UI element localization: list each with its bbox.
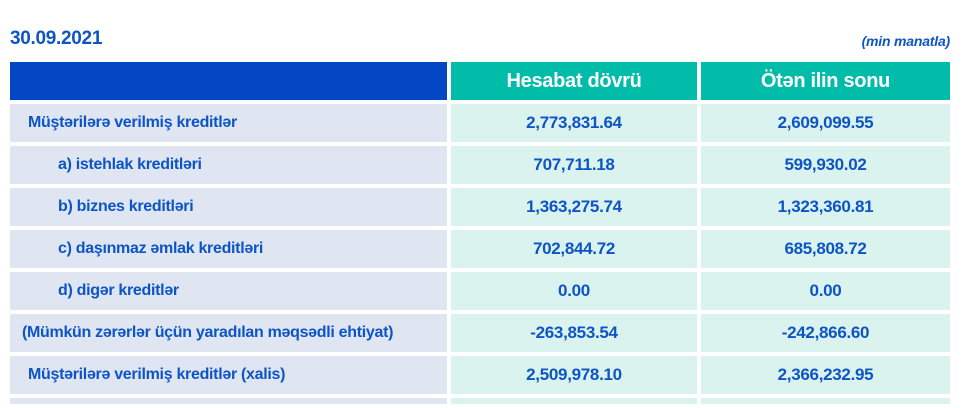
row-label: a) istehlak kreditləri [10,146,447,184]
row-value-previous: 599,930.02 [701,146,950,184]
row-value-previous [701,398,950,404]
row-value-previous: 2,366,232.95 [701,356,950,394]
row-value-previous: 685,808.72 [701,230,950,268]
unit-note: (min manatla) [861,33,951,49]
table-row-loans-total: Müştərilərə verilmiş kreditlər 2,773,831… [10,104,950,142]
report-date: 30.09.2021 [10,28,103,49]
row-label: b) biznes kreditləri [10,188,447,226]
table-row-loss-reserve: (Mümkün zərərlər üçün yaradılan məqsədli… [10,314,950,352]
table-header-row: Hesabat dövrü Ötən ilin sonu [10,62,950,100]
table-row-loans-net: Müştərilərə verilmiş kreditlər (xalis) 2… [10,356,950,394]
row-value-current: 2,509,978.10 [451,356,697,394]
row-label: (Mümkün zərərlər üçün yaradılan məqsədli… [10,314,447,352]
row-label: Müştərilərə verilmiş kreditlər [10,104,447,142]
row-label: c) daşınmaz əmlak kreditləri [10,230,447,268]
row-label [10,398,447,404]
row-value-current: -263,853.54 [451,314,697,352]
financial-table: Hesabat dövrü Ötən ilin sonu Müştərilərə… [10,62,950,404]
row-value-previous: -242,866.60 [701,314,950,352]
row-value-current: 707,711.18 [451,146,697,184]
table-row-consumer-loans: a) istehlak kreditləri 707,711.18 599,93… [10,146,950,184]
column-header-current: Hesabat dövrü [451,62,697,100]
row-value-current: 702,844.72 [451,230,697,268]
table-row-partial-cutoff [10,398,950,404]
column-header-previous: Ötən ilin sonu [701,62,950,100]
row-value-previous: 2,609,099.55 [701,104,950,142]
row-value-current: 2,773,831.64 [451,104,697,142]
table-row-business-loans: b) biznes kreditləri 1,363,275.74 1,323,… [10,188,950,226]
table-row-real-estate-loans: c) daşınmaz əmlak kreditləri 702,844.72 … [10,230,950,268]
table-corner-cell [10,62,447,100]
row-value-current: 0.00 [451,272,697,310]
row-value-current [451,398,697,404]
row-label: Müştərilərə verilmiş kreditlər (xalis) [10,356,447,394]
row-value-previous: 0.00 [701,272,950,310]
table-row-other-loans: d) digər kreditlər 0.00 0.00 [10,272,950,310]
row-value-current: 1,363,275.74 [451,188,697,226]
row-label: d) digər kreditlər [10,272,447,310]
row-value-previous: 1,323,360.81 [701,188,950,226]
